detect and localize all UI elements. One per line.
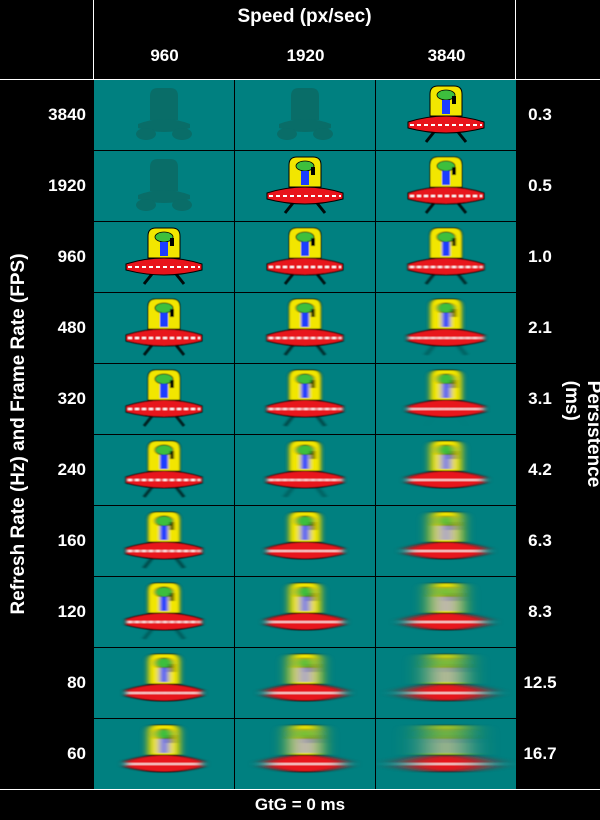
ufo-silhouette-icon <box>136 88 192 140</box>
ufo-icon <box>266 511 344 560</box>
refresh-rate-row-label: 480 <box>57 318 86 337</box>
refresh-rate-row-label: 1920 <box>48 176 86 195</box>
ufo-icon <box>266 440 344 498</box>
persistence-value: 0.3 <box>528 105 552 124</box>
ufo-sample-cell <box>94 364 234 434</box>
frame-line <box>93 0 94 80</box>
ufo-sample-cell <box>235 577 375 647</box>
persistence-axis-label: Persistence (ms) <box>561 380 600 488</box>
persistence-value: 6.3 <box>528 531 552 550</box>
ufo-icon <box>266 156 344 214</box>
ufo-sample-cell <box>94 435 234 505</box>
ufo-sample-cell <box>376 222 516 292</box>
ufo-icon <box>407 298 485 356</box>
ufo-icon <box>266 724 344 773</box>
frame-line <box>0 79 600 80</box>
ufo-icon <box>407 653 485 702</box>
speed-column-header: 3840 <box>427 46 466 65</box>
speed-axis-title: Speed (px/sec) <box>237 6 372 27</box>
ufo-sample-cell <box>94 719 234 789</box>
ufo-icon <box>407 227 485 285</box>
ufo-silhouette-icon <box>136 159 192 211</box>
ufo-icon <box>407 156 485 214</box>
ufo-sample-cell <box>235 719 375 789</box>
ufo-sample-cell <box>376 719 516 789</box>
refresh-rate-row-label: 3840 <box>48 105 86 124</box>
ufo-sample-cell <box>94 506 234 576</box>
persistence-value: 8.3 <box>528 602 552 621</box>
ufo-sample-cell <box>235 435 375 505</box>
ufo-sample-cell <box>376 364 516 434</box>
ufo-icon <box>125 440 203 498</box>
refresh-rate-row-label: 960 <box>57 247 86 266</box>
persistence-value: 4.2 <box>528 460 552 479</box>
frame-line <box>0 789 600 790</box>
ufo-icon <box>125 227 203 285</box>
ufo-icon <box>266 653 344 702</box>
ufo-icon <box>125 298 203 356</box>
ufo-icon <box>266 298 344 356</box>
ufo-sample-cell <box>94 577 234 647</box>
ufo-motion-grid <box>94 80 516 789</box>
ufo-icon <box>407 85 485 143</box>
speed-column-header: 1920 <box>286 46 325 65</box>
ufo-icon <box>266 369 344 427</box>
persistence-value: 2.1 <box>528 318 552 337</box>
ufo-icon <box>125 724 203 773</box>
ufo-silhouette-icon <box>277 88 333 140</box>
ufo-sample-cell <box>235 151 375 221</box>
ufo-icon <box>407 369 485 418</box>
ufo-sample-cell <box>376 151 516 221</box>
ufo-sample-cell <box>235 648 375 718</box>
refresh-rate-axis-label: Refresh Rate (Hz) and Frame Rate (FPS) <box>8 253 29 615</box>
ufo-sample-cell <box>235 293 375 363</box>
gtg-footer: GtG = 0 ms <box>254 795 346 814</box>
speed-column-header: 960 <box>150 46 179 65</box>
refresh-rate-row-label: 240 <box>57 460 86 479</box>
ufo-icon <box>125 369 203 427</box>
ufo-sample-cell <box>376 577 516 647</box>
persistence-value: 1.0 <box>528 247 552 266</box>
ufo-sample-cell <box>235 222 375 292</box>
refresh-rate-row-label: 80 <box>67 673 86 692</box>
ufo-icon <box>125 511 203 569</box>
ufo-sample-cell <box>235 80 375 150</box>
ufo-icon <box>125 653 203 702</box>
ufo-sample-cell <box>376 80 516 150</box>
ufo-sample-cell <box>235 506 375 576</box>
ufo-icon <box>407 440 485 489</box>
persistence-value: 16.7 <box>523 744 557 763</box>
ufo-icon <box>266 227 344 285</box>
refresh-rate-row-label: 60 <box>67 744 86 763</box>
ufo-sample-cell <box>376 435 516 505</box>
ufo-sample-cell <box>94 151 234 221</box>
ufo-icon <box>407 511 485 560</box>
ufo-sample-cell <box>376 648 516 718</box>
ufo-sample-cell <box>235 364 375 434</box>
refresh-rate-row-label: 320 <box>57 389 86 408</box>
ufo-sample-cell <box>376 506 516 576</box>
persistence-value: 3.1 <box>528 389 552 408</box>
persistence-value: 0.5 <box>528 176 552 195</box>
ufo-icon <box>125 582 203 640</box>
ufo-sample-cell <box>94 293 234 363</box>
ufo-sample-cell <box>376 293 516 363</box>
refresh-rate-row-label: 120 <box>57 602 86 621</box>
ufo-sample-cell <box>94 80 234 150</box>
persistence-value: 12.5 <box>523 673 557 692</box>
ufo-icon <box>407 582 485 631</box>
ufo-sample-cell <box>94 222 234 292</box>
frame-line <box>515 0 516 80</box>
ufo-icon <box>407 724 485 773</box>
refresh-rate-row-label: 160 <box>57 531 86 550</box>
ufo-icon <box>266 582 344 631</box>
ufo-sample-cell <box>94 648 234 718</box>
